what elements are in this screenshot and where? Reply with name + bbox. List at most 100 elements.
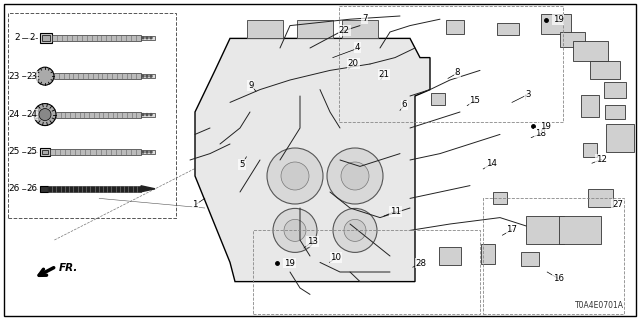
Bar (141, 113, 155, 116)
Circle shape (36, 67, 54, 85)
Circle shape (284, 220, 306, 241)
Circle shape (34, 104, 56, 125)
Text: 17: 17 (506, 225, 518, 234)
Circle shape (344, 220, 366, 241)
Circle shape (142, 151, 144, 153)
Bar (560, 32, 585, 47)
Bar (604, 82, 626, 98)
Bar (253, 230, 480, 314)
Text: 2: 2 (29, 33, 35, 42)
Bar (493, 192, 507, 204)
Text: 15: 15 (469, 96, 481, 105)
Text: 25: 25 (8, 148, 20, 156)
Bar (52, 35, 141, 41)
Circle shape (150, 37, 152, 39)
Text: 10: 10 (330, 253, 342, 262)
Bar (141, 36, 155, 40)
Circle shape (146, 151, 148, 153)
Bar (439, 247, 461, 265)
Text: 28: 28 (415, 259, 427, 268)
Text: 19: 19 (284, 259, 294, 268)
Circle shape (150, 114, 152, 116)
Text: 16: 16 (552, 274, 564, 283)
Bar (297, 20, 333, 38)
Circle shape (142, 37, 144, 39)
Text: 20: 20 (348, 59, 359, 68)
Text: 22: 22 (339, 26, 350, 35)
Text: 7: 7 (362, 14, 367, 23)
Circle shape (146, 37, 148, 39)
Circle shape (341, 162, 369, 190)
Bar (588, 189, 613, 207)
Bar (431, 93, 445, 105)
Bar (581, 95, 599, 116)
Bar (497, 23, 519, 36)
Circle shape (146, 75, 148, 77)
Bar (339, 6, 563, 122)
Text: 19: 19 (553, 15, 563, 24)
Circle shape (150, 75, 152, 77)
Circle shape (267, 148, 323, 204)
Text: 12: 12 (596, 155, 607, 164)
Bar (42, 35, 50, 41)
Text: 2: 2 (14, 33, 20, 42)
Bar (483, 198, 624, 314)
Bar (342, 20, 378, 38)
Bar (521, 252, 539, 266)
Text: 14: 14 (486, 159, 497, 168)
Bar (446, 20, 464, 34)
Bar (605, 105, 625, 119)
Text: 23: 23 (26, 72, 38, 81)
Bar (141, 74, 155, 78)
Text: 5: 5 (239, 160, 244, 169)
Circle shape (39, 108, 51, 121)
Bar (573, 41, 608, 61)
Text: 26: 26 (26, 184, 38, 193)
Bar (54, 73, 141, 79)
Circle shape (142, 75, 144, 77)
Polygon shape (195, 38, 430, 282)
Text: 19: 19 (540, 122, 550, 131)
Text: 25: 25 (26, 148, 38, 156)
Text: 24: 24 (9, 110, 20, 119)
Circle shape (150, 151, 152, 153)
Bar (48, 186, 141, 192)
Text: 21: 21 (378, 70, 390, 79)
Bar (141, 150, 155, 154)
Text: 1: 1 (193, 200, 198, 209)
Circle shape (281, 162, 309, 190)
Circle shape (327, 148, 383, 204)
Bar (42, 150, 48, 154)
Bar (481, 244, 495, 264)
Text: 13: 13 (307, 237, 318, 246)
Text: 23: 23 (8, 72, 20, 81)
Circle shape (146, 114, 148, 116)
Text: T0A4E0701A: T0A4E0701A (575, 301, 624, 310)
Text: 11: 11 (390, 207, 401, 216)
Bar (590, 61, 620, 79)
Bar (606, 124, 634, 152)
Circle shape (142, 114, 144, 116)
Text: 18: 18 (535, 129, 547, 138)
Bar (40, 148, 50, 156)
Bar (526, 216, 564, 244)
Bar (8, 13, 176, 218)
Circle shape (273, 208, 317, 252)
Bar (247, 20, 283, 38)
Text: FR.: FR. (60, 263, 79, 273)
Bar (583, 143, 597, 157)
Text: 4: 4 (355, 43, 360, 52)
Bar (559, 216, 601, 244)
Bar (40, 33, 52, 43)
Text: 24: 24 (26, 110, 38, 119)
Bar (40, 186, 48, 192)
Circle shape (333, 208, 377, 252)
Polygon shape (141, 186, 155, 192)
Text: 9: 9 (248, 81, 253, 90)
Text: 6: 6 (402, 100, 407, 109)
Bar (50, 149, 141, 155)
Text: 26: 26 (8, 184, 20, 193)
Bar (541, 14, 571, 34)
Text: 8: 8 (455, 68, 460, 77)
Bar (56, 112, 141, 117)
